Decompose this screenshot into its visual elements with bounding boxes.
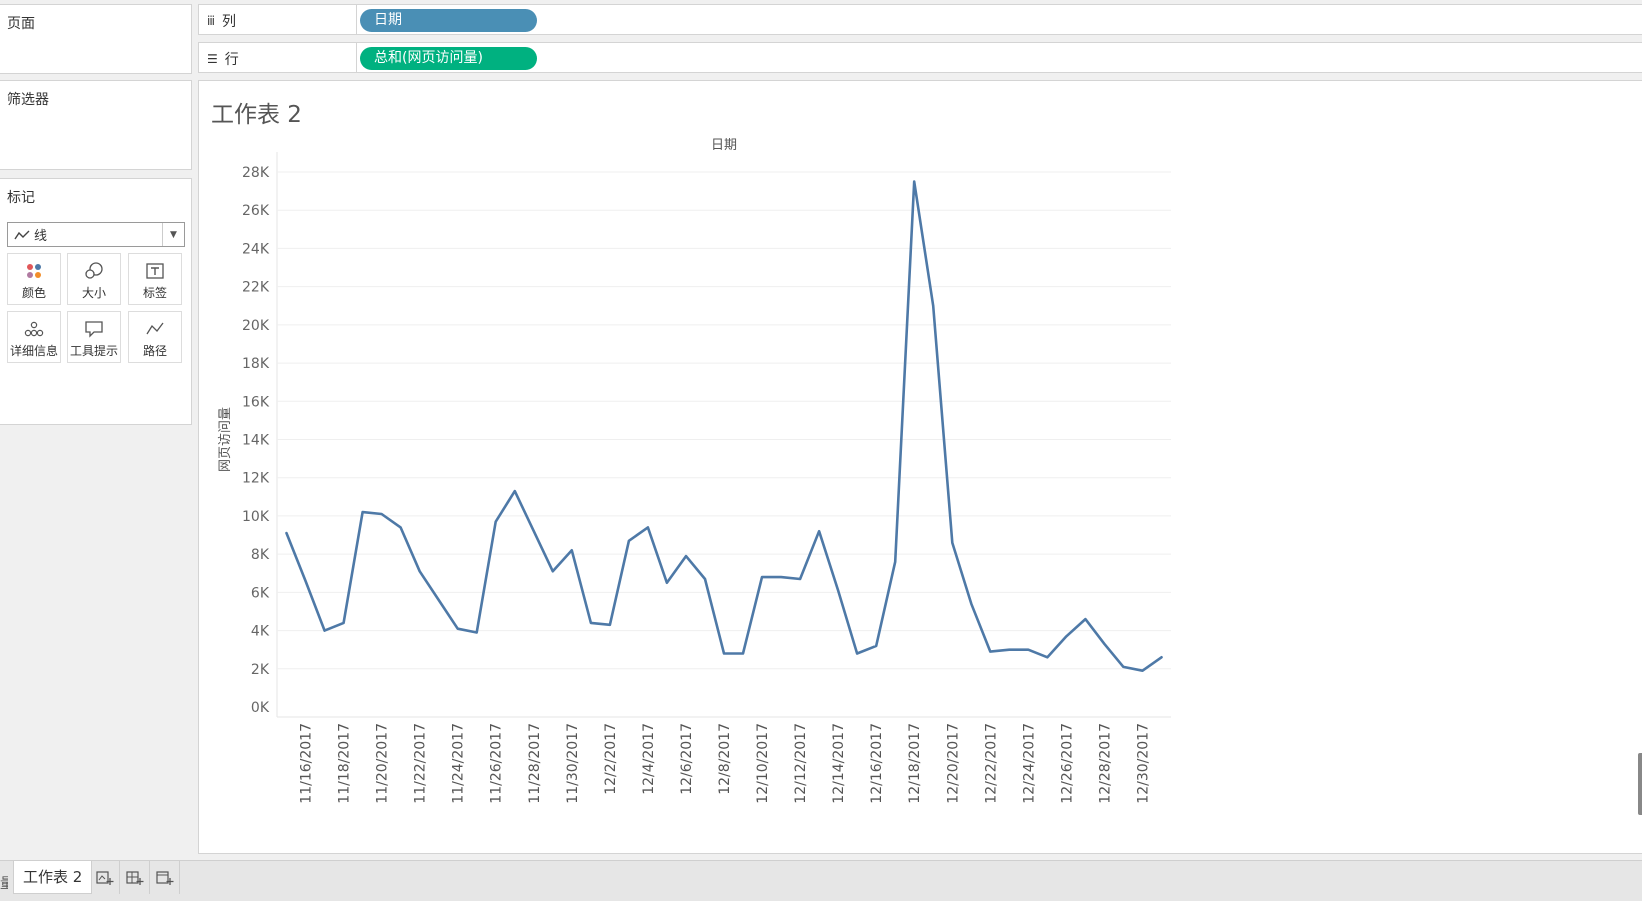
tab-data-source-fragment[interactable]: 量 <box>0 876 8 892</box>
tab-worksheet-2[interactable]: 工作表 2 <box>13 861 93 894</box>
page-views-series-line[interactable] <box>285 180 1163 673</box>
x-tick-label: 12/26/2017 <box>1059 723 1075 804</box>
column-header-label: 日期 <box>711 138 737 153</box>
path-icon <box>146 322 164 335</box>
x-tick-label: 12/8/2017 <box>717 723 733 795</box>
y-tick-label: 0K <box>251 700 270 716</box>
y-tick-label: 28K <box>242 165 270 181</box>
x-tick-label: 12/12/2017 <box>793 723 809 804</box>
x-tick-label: 12/6/2017 <box>679 723 695 795</box>
rows-shelf[interactable]: ☰ 行 总和(网页访问量) <box>198 42 1642 73</box>
y-tick-label: 2K <box>251 662 270 678</box>
pages-title: 页面 <box>7 16 35 32</box>
x-tick-label: 12/2/2017 <box>603 723 619 795</box>
resize-handle[interactable] <box>1638 753 1642 815</box>
detail-button[interactable]: 详细信息 <box>7 311 61 363</box>
color-button[interactable]: 颜色 <box>7 253 61 305</box>
x-tick-label: 12/10/2017 <box>755 723 771 804</box>
rows-shelf-label: ☰ 行 <box>207 49 239 69</box>
y-tick-label: 10K <box>242 509 270 525</box>
filters-title: 筛选器 <box>7 92 49 108</box>
y-tick-label: 8K <box>251 547 270 563</box>
sheet-tab-bar: 量 工作表 2 <box>0 860 1642 901</box>
new-dashboard-icon <box>125 870 143 885</box>
worksheet-view: 工作表 2 0K 2K 4K 6K 8K 10K 12K 14K 16K 18K 20K 22K 24K… <box>198 80 1642 854</box>
y-tick-label: 14K <box>242 433 270 449</box>
label-label: 标签 <box>142 286 167 300</box>
x-tick-label: 11/26/2017 <box>489 723 505 804</box>
x-tick-label: 11/22/2017 <box>413 723 429 804</box>
x-tick-label: 12/14/2017 <box>831 723 847 804</box>
x-tick-label: 11/16/2017 <box>299 723 315 804</box>
y-tick-label: 20K <box>242 318 270 334</box>
new-worksheet-button[interactable] <box>90 861 120 894</box>
detail-label: 详细信息 <box>9 344 58 358</box>
mark-type-label: 线 <box>34 229 48 244</box>
detail-icon <box>24 321 44 337</box>
rows-label: 行 <box>224 52 239 68</box>
y-tick-label: 18K <box>242 356 270 372</box>
line-chart[interactable]: 0K 2K 4K 6K 8K 10K 12K 14K 16K 18K 20K 22K 24K 26K 28K… <box>199 81 1642 855</box>
columns-shelf-label: iii 列 <box>207 11 236 31</box>
size-label: 大小 <box>81 286 106 300</box>
x-tick-label: 12/4/2017 <box>641 723 657 795</box>
page-views-pill[interactable]: 总和(网页访问量) <box>360 47 537 70</box>
y-tick-label: 12K <box>242 471 270 487</box>
tooltip-icon <box>85 321 103 338</box>
columns-shelf[interactable]: iii 列 日期 <box>198 4 1642 35</box>
x-tick-label: 12/20/2017 <box>945 723 961 804</box>
pages-panel[interactable]: 页面 <box>0 4 192 74</box>
x-tick-label: 11/18/2017 <box>337 723 353 804</box>
shelf-divider <box>356 43 357 72</box>
line-mark-icon <box>14 230 30 239</box>
y-tick-label: 26K <box>242 203 270 219</box>
path-label: 路径 <box>142 344 167 358</box>
tooltip-button[interactable]: 工具提示 <box>67 311 121 363</box>
x-tick-label: 12/22/2017 <box>983 723 999 804</box>
label-button[interactable]: 标签 <box>128 253 182 305</box>
color-label: 颜色 <box>21 286 46 300</box>
x-tick-label: 11/28/2017 <box>527 723 543 804</box>
path-button[interactable]: 路径 <box>128 311 182 363</box>
x-tick-label: 12/18/2017 <box>907 723 923 804</box>
text-label-icon <box>146 263 164 279</box>
columns-label: 列 <box>222 14 237 30</box>
shelf-divider <box>356 5 357 34</box>
mark-type-dropdown[interactable]: 线 ▼ <box>7 222 185 247</box>
x-tick-label: 12/28/2017 <box>1097 723 1113 804</box>
size-button[interactable]: 大小 <box>67 253 121 305</box>
x-tick-label: 11/20/2017 <box>375 723 391 804</box>
y-tick-label: 16K <box>242 394 270 410</box>
x-tick-label: 12/30/2017 <box>1135 723 1151 804</box>
columns-icon: iii <box>207 14 215 28</box>
x-tick-label: 11/24/2017 <box>451 723 467 804</box>
date-pill[interactable]: 日期 <box>360 9 537 32</box>
y-tick-label: 22K <box>242 280 270 296</box>
chevron-down-icon[interactable]: ▼ <box>162 223 184 246</box>
tooltip-label: 工具提示 <box>69 344 118 358</box>
new-story-icon <box>155 870 173 885</box>
y-axis-title: 网页访问量 <box>218 407 233 472</box>
y-tick-label: 4K <box>251 624 270 640</box>
new-worksheet-icon <box>95 870 113 885</box>
x-tick-label: 11/30/2017 <box>565 723 581 804</box>
sheet-title: 工作表 2 <box>211 102 302 128</box>
x-tick-label: 12/16/2017 <box>869 723 885 804</box>
y-tick-label: 6K <box>251 585 270 601</box>
y-tick-label: 24K <box>242 241 270 257</box>
marks-title: 标记 <box>7 190 35 206</box>
new-story-button[interactable] <box>150 861 180 894</box>
color-icon <box>27 264 41 278</box>
filters-panel[interactable]: 筛选器 <box>0 80 192 170</box>
size-icon <box>85 262 103 279</box>
rows-icon: ☰ <box>207 52 218 66</box>
x-tick-label: 12/24/2017 <box>1021 723 1037 804</box>
new-dashboard-button[interactable] <box>120 861 150 894</box>
marks-panel: 标记 线 ▼ 颜色 大小 标签 详细信息 <box>0 178 192 425</box>
